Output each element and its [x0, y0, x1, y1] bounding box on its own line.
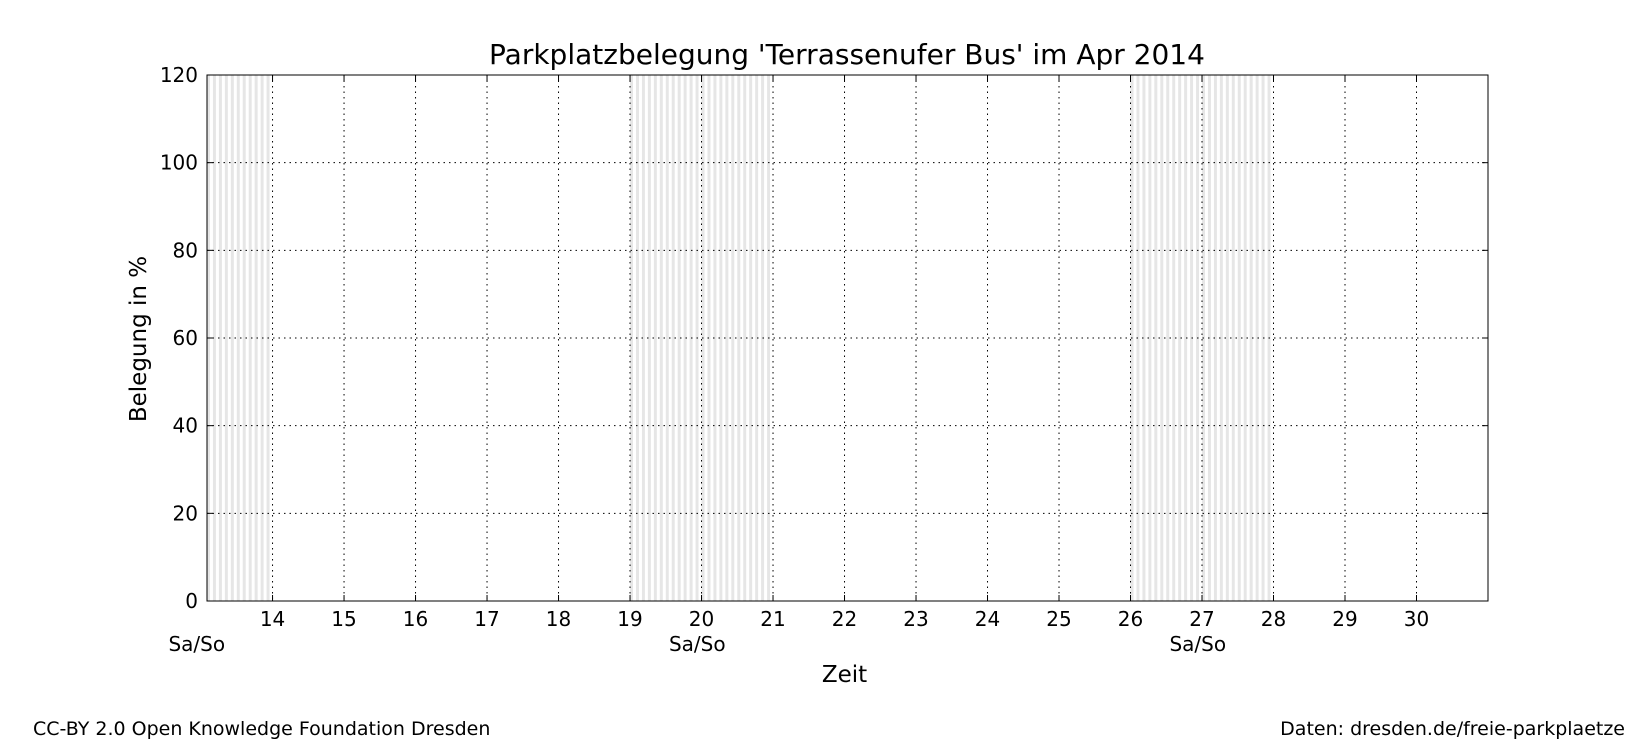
x-tick-label: 17	[474, 607, 499, 631]
x-tick-label: 16	[403, 607, 428, 631]
chart-title: Parkplatzbelegung 'Terrassenufer Bus' im…	[489, 38, 1205, 71]
weekend-band-stripe	[1172, 75, 1176, 601]
weekend-band-stripe	[731, 75, 735, 601]
weekend-band-stripe	[230, 75, 234, 601]
x-tick-label: 25	[1046, 607, 1071, 631]
weekend-band-stripe	[677, 75, 681, 601]
y-tick-labels: 0 20 40 60 80 100 120	[160, 63, 198, 613]
weekend-band-stripe	[665, 75, 669, 601]
weekend-band-stripe	[1184, 75, 1188, 601]
weekend-label: Sa/So	[669, 632, 726, 656]
weekend-band-stripe	[1213, 75, 1217, 601]
x-tick-labels: 14 15 16 17 18 19 20 21 22 23 24 25 26 27 28 29 30	[260, 607, 1429, 631]
x-tick-label: 18	[546, 607, 571, 631]
weekend-band-stripe	[713, 75, 717, 601]
x-tick-label: 29	[1332, 607, 1357, 631]
weekend-band-stripe	[743, 75, 747, 601]
source-text: Daten: dresden.de/freie-parkplaetze	[1280, 718, 1625, 740]
weekend-band-stripe	[659, 75, 663, 601]
weekend-band-stripe	[1219, 75, 1223, 601]
y-tick-label: 120	[160, 63, 198, 87]
y-tick-label: 20	[173, 501, 198, 525]
x-tick-label: 22	[832, 607, 857, 631]
weekend-band-stripe	[1225, 75, 1229, 601]
axis-ticks	[207, 74, 1488, 602]
weekend-band-stripe	[647, 75, 651, 601]
x-tick-label: 14	[260, 607, 285, 631]
weekend-band-stripe	[749, 75, 753, 601]
weekend-band-stripe	[242, 75, 246, 601]
weekend-band-stripe	[224, 75, 228, 601]
x-tick-label: 28	[1261, 607, 1286, 631]
plot-frame	[206, 74, 1489, 602]
y-tick-label: 80	[173, 238, 198, 262]
x-tick-label: 20	[689, 607, 714, 631]
weekend-band-stripe	[641, 75, 645, 601]
x-tick-label: 24	[975, 607, 1000, 631]
weekend-band-stripe	[1148, 75, 1152, 601]
weekend-band-stripe	[1249, 75, 1253, 601]
weekend-band-stripe	[254, 75, 258, 601]
weekend-band-stripe	[719, 75, 723, 601]
y-axis-label: Belegung in %	[126, 256, 152, 422]
x-tick-label: 19	[617, 607, 642, 631]
x-tick-label: 30	[1404, 607, 1429, 631]
weekend-band-stripe	[755, 75, 759, 601]
weekend-band-stripe	[236, 75, 240, 601]
weekend-band-stripe	[1243, 75, 1247, 601]
x-axis-label: Zeit	[822, 662, 867, 688]
y-tick-label: 100	[160, 151, 198, 175]
y-tick-label: 0	[185, 589, 198, 613]
weekend-band-stripe	[1166, 75, 1170, 601]
weekend-band-stripe	[1142, 75, 1146, 601]
y-tick-label: 60	[173, 326, 198, 350]
weekend-band-stripe	[1154, 75, 1158, 601]
x-tick-label: 23	[903, 607, 928, 631]
x-tick-label: 15	[331, 607, 356, 631]
weekend-band-stripe	[653, 75, 657, 601]
weekend-band-stripe	[1255, 75, 1259, 601]
weekend-band-stripe	[1178, 75, 1182, 601]
weekend-band-stripe	[683, 75, 687, 601]
weekend-band-stripe	[725, 75, 729, 601]
license-text: CC-BY 2.0 Open Knowledge Foundation Dres…	[33, 718, 491, 740]
x-tick-label: 27	[1189, 607, 1214, 631]
x-tick-label: 26	[1118, 607, 1143, 631]
weekend-band-stripe	[1237, 75, 1241, 601]
x-tick-label: 21	[760, 607, 785, 631]
weekend-label: Sa/So	[168, 632, 225, 656]
weekend-label: Sa/So	[1169, 632, 1226, 656]
y-tick-label: 40	[173, 414, 198, 438]
weekend-labels: Sa/So Sa/So Sa/So	[168, 632, 1226, 656]
weekend-band-stripe	[671, 75, 675, 601]
weekend-band-stripe	[218, 75, 222, 601]
weekend-band-stripe	[1231, 75, 1235, 601]
weekend-band-stripe	[737, 75, 741, 601]
grid	[207, 75, 1488, 601]
weekend-band-stripe	[1160, 75, 1164, 601]
weekend-band-stripe	[212, 75, 216, 601]
weekend-band-stripe	[248, 75, 252, 601]
